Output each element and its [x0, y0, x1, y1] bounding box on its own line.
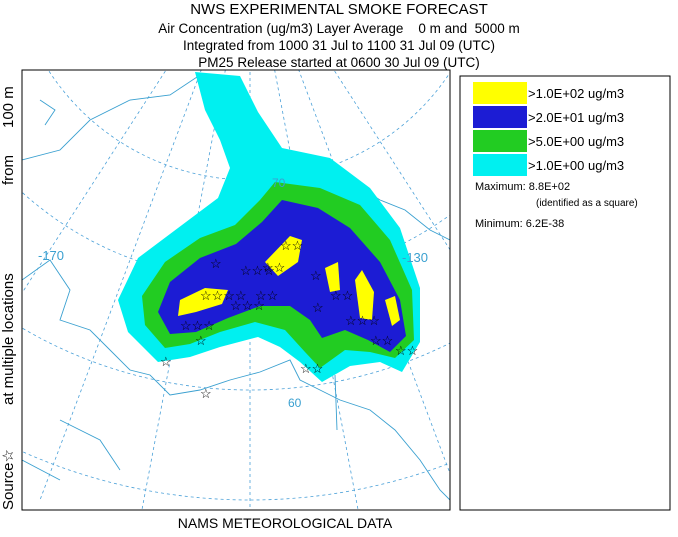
svg-text:☆☆: ☆☆ — [370, 333, 393, 348]
subtitle: PM25 Release started at 0600 30 Jul 09 (… — [198, 55, 479, 70]
source-markers: ☆ ☆☆☆☆☆ ☆☆☆☆☆☆☆☆☆☆ ☆☆☆☆☆ ☆☆☆☆☆☆☆ ☆☆☆☆ ☆☆☆… — [160, 238, 418, 401]
svg-text:☆: ☆ — [210, 256, 222, 271]
svg-text:☆☆☆: ☆☆☆ — [230, 298, 265, 313]
map-label: -170 — [38, 248, 64, 263]
graticule — [39, 70, 202, 501]
map: ☆ ☆☆☆☆☆ ☆☆☆☆☆☆☆☆☆☆ ☆☆☆☆☆ ☆☆☆☆☆☆☆ ☆☆☆☆ ☆☆☆… — [21, 69, 451, 511]
footer: NAMS METEOROLOGICAL DATA — [178, 515, 393, 531]
svg-text:☆☆☆: ☆☆☆ — [180, 318, 215, 333]
svg-text:☆☆☆: ☆☆☆ — [345, 313, 380, 328]
legend-label: >1.0E+02 ug/m3 — [528, 86, 624, 101]
side-label: Source☆ at multiple locations from 100 m — [0, 86, 17, 510]
legend-maximum: Maximum: 8.8E+02 — [475, 181, 570, 193]
plume-level-3 — [158, 200, 406, 352]
legend: Maximum: 8.8E+02 (identified as a square… — [459, 75, 671, 511]
svg-text:☆☆☆☆: ☆☆☆☆ — [200, 288, 247, 303]
legend-label: >2.0E+01 ug/m3 — [528, 110, 624, 125]
svg-text:☆☆: ☆☆ — [300, 361, 323, 376]
side-label-part: from — [0, 155, 17, 185]
svg-text:☆☆: ☆☆ — [330, 288, 353, 303]
legend-label: >1.0E+00 ug/m3 — [528, 158, 624, 173]
map-label: -130 — [402, 250, 428, 265]
subtitle: Integrated from 1000 31 Jul to 1100 31 J… — [183, 38, 495, 53]
svg-text:☆: ☆ — [312, 300, 324, 315]
title: NWS EXPERIMENTAL SMOKE FORECAST — [190, 1, 488, 18]
legend-frame — [459, 75, 671, 511]
side-label-part: at multiple locations — [0, 273, 17, 405]
svg-text:☆☆: ☆☆ — [262, 260, 285, 275]
map-label: 70 — [272, 176, 286, 190]
map-label: 60 — [288, 396, 302, 410]
legend-swatch — [473, 106, 527, 128]
side-label-part: Source☆ — [0, 449, 17, 510]
svg-text:☆: ☆ — [310, 268, 322, 283]
graticule — [298, 70, 450, 475]
side-label-part: 100 m — [0, 86, 17, 128]
svg-text:☆☆: ☆☆ — [395, 343, 418, 358]
map-frame — [21, 69, 451, 511]
legend-minimum: Minimum: 6.2E-38 — [475, 218, 564, 230]
plume-level-4 — [178, 236, 400, 326]
svg-text:☆☆: ☆☆ — [280, 238, 303, 253]
svg-text:☆: ☆ — [200, 386, 212, 401]
svg-text:☆☆☆: ☆☆☆ — [240, 263, 275, 278]
legend-label: >5.0E+00 ug/m3 — [528, 134, 624, 149]
subtitle: Air Concentration (ug/m3) Layer Average … — [158, 21, 519, 36]
legend-swatch — [473, 130, 527, 152]
legend-swatch — [473, 154, 527, 176]
legend-note: (identified as a square) — [536, 198, 638, 209]
legend-swatch — [473, 82, 527, 104]
svg-text:☆: ☆ — [195, 333, 207, 348]
svg-text:☆☆: ☆☆ — [255, 288, 278, 303]
coastline — [22, 74, 450, 501]
svg-text:☆: ☆ — [160, 354, 172, 369]
